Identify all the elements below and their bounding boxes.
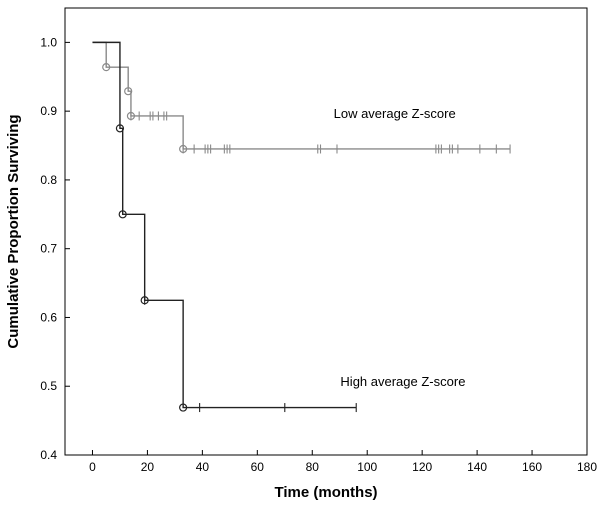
- y-tick-label: 0.4: [40, 448, 57, 462]
- y-tick-label: 0.7: [40, 242, 57, 256]
- y-axis-title: Cumulative Proportion Surviving: [5, 114, 22, 348]
- plot-frame: [64, 7, 588, 456]
- series-low-average-z-score: [92, 41, 511, 154]
- event-marker: [179, 403, 188, 412]
- y-tick-label: 0.8: [40, 173, 57, 187]
- x-tick-label: 120: [412, 460, 432, 474]
- x-tick-label: 180: [577, 460, 597, 474]
- x-tick-label: 20: [141, 460, 155, 474]
- series-layer: [92, 41, 511, 413]
- x-tick-label: 100: [357, 460, 377, 474]
- survival-step-line: [92, 41, 357, 409]
- event-marker: [102, 63, 111, 72]
- axis-ticks: 0 20 40 60 80 100 120 140 160 180 0.4 0.5 0.6 0.7 0.8 0…: [40, 35, 597, 474]
- series-label: High average Z-score: [340, 374, 465, 389]
- x-tick-label: 160: [522, 460, 542, 474]
- x-axis-title: Time (months): [274, 484, 377, 501]
- survival-step-line: [92, 41, 511, 150]
- x-tick-label: 80: [306, 460, 320, 474]
- y-tick-label: 0.6: [40, 310, 57, 324]
- y-tick-label: 0.9: [40, 104, 57, 118]
- x-tick-label: 140: [467, 460, 487, 474]
- x-tick-label: 0: [89, 460, 96, 474]
- x-tick-label: 40: [196, 460, 210, 474]
- event-marker: [124, 87, 133, 96]
- series-label: Low average Z-score: [334, 106, 456, 121]
- y-tick-label: 0.5: [40, 379, 57, 393]
- event-marker: [115, 124, 125, 133]
- series-high-average-z-score: [92, 41, 357, 413]
- x-tick-label: 60: [251, 460, 265, 474]
- y-tick-label: 1.0: [40, 35, 57, 49]
- annotation-layer: Low average Z-score High average Z-score: [334, 106, 466, 389]
- event-marker: [118, 210, 127, 219]
